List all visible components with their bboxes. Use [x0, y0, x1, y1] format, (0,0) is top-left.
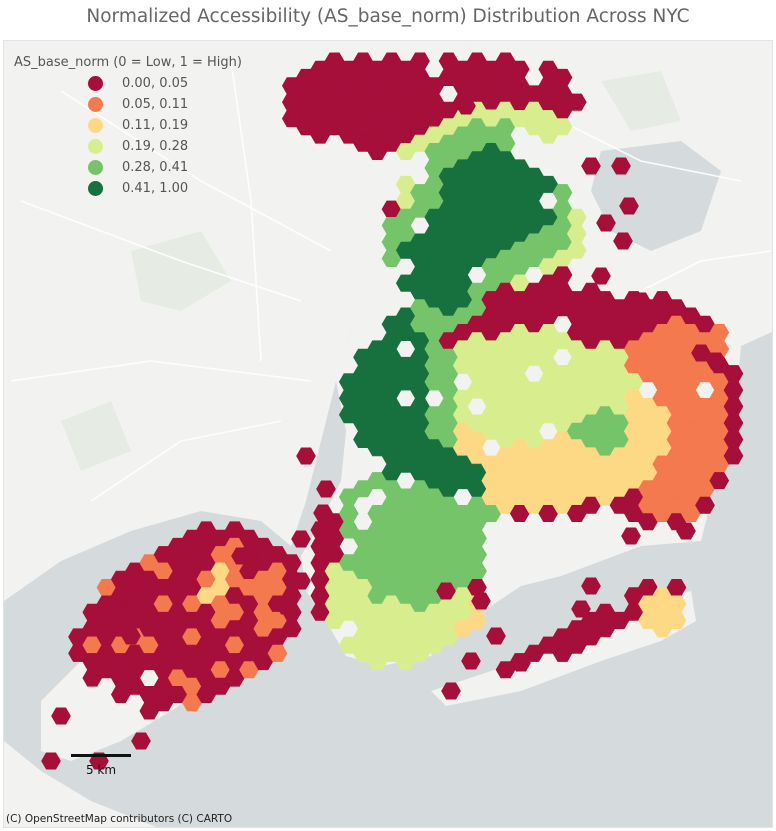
hexbin-cell — [291, 530, 311, 548]
hexbin-cell — [486, 627, 506, 645]
legend-item: 0.11, 0.19 — [14, 115, 242, 136]
legend-label: 0.05, 0.11 — [122, 97, 189, 112]
hexbin-cell — [581, 577, 601, 595]
hexbin-cell — [469, 80, 489, 98]
hexbin-cell — [436, 582, 456, 600]
hexbin-cell — [51, 707, 71, 725]
hexbin-cell — [41, 752, 61, 770]
hexbin-cell — [267, 644, 288, 662]
park-3 — [61, 401, 131, 471]
hexbin-cell — [121, 627, 141, 645]
legend-swatch — [88, 76, 103, 91]
hexbin-layer — [41, 52, 744, 770]
hexbin-cell — [231, 547, 251, 565]
hexbin-cell — [591, 267, 611, 285]
legend-item: 0.05, 0.11 — [14, 94, 242, 115]
hexbin-cell — [511, 654, 531, 672]
hexbin-cell — [131, 732, 151, 750]
hexbin-cell — [552, 118, 573, 136]
hexbin-cell — [461, 652, 481, 670]
hexbin-cell — [611, 157, 631, 175]
legend-title: AS_base_norm (0 = Low, 1 = High) — [14, 55, 242, 70]
legend-label: 0.28, 0.41 — [122, 160, 189, 175]
legend-item: 0.28, 0.41 — [14, 157, 242, 178]
legend-item: 0.41, 1.00 — [14, 178, 242, 199]
hexbin-cell — [631, 292, 651, 310]
hexbin-cell — [695, 496, 715, 514]
hexbin-cell — [313, 504, 333, 522]
nyc-map[interactable] — [3, 40, 773, 828]
legend-swatch — [88, 118, 103, 133]
legend-label: 0.19, 0.28 — [122, 139, 189, 154]
hexbin-cell — [471, 592, 491, 610]
hexbin-cell — [676, 522, 696, 540]
hexbin-cell — [709, 472, 730, 490]
map-attribution: (C) OpenStreetMap contributors (C) CARTO — [6, 813, 233, 825]
hexbin-cell — [456, 97, 476, 115]
hexbin-cell — [571, 600, 591, 618]
hexbin-cell — [706, 352, 726, 370]
hexbin-cell — [481, 92, 501, 110]
legend-item: 0.19, 0.28 — [14, 136, 242, 157]
map-legend: AS_base_norm (0 = Low, 1 = High) 0.00, 0… — [14, 52, 242, 199]
hexbin-cell — [296, 447, 316, 465]
legend-label: 0.41, 1.00 — [122, 181, 189, 196]
scale-bar-label: 5 km — [85, 763, 117, 777]
hexbin-cell — [467, 611, 487, 630]
hexbin-cell — [281, 620, 302, 638]
hexbin-cell — [291, 572, 311, 590]
map-canvas — [4, 41, 772, 827]
park-2 — [601, 71, 681, 131]
hexbin-cell — [691, 344, 711, 362]
hexbin-cell — [613, 232, 633, 250]
legend-swatch — [88, 181, 103, 196]
map-title: Normalized Accessibility (AS_base_norm) … — [86, 6, 690, 27]
hexbin-cell — [723, 447, 744, 465]
land-nj-south — [4, 741, 156, 827]
legend-swatch — [88, 139, 103, 154]
hexbin-cell — [621, 527, 641, 545]
hexbin-cell — [566, 241, 587, 259]
legend-swatch — [88, 97, 103, 112]
legend-swatch — [88, 160, 103, 175]
legend-label: 0.11, 0.19 — [122, 118, 189, 133]
scale-bar-line — [71, 754, 131, 757]
hexbin-cell — [596, 214, 616, 232]
hexbin-cell — [316, 480, 336, 498]
legend-label: 0.00, 0.05 — [122, 76, 189, 91]
land-new-jersey — [4, 41, 471, 601]
hexbin-cell — [581, 157, 601, 175]
hexbin-cell — [619, 197, 639, 215]
hexbin-cell — [566, 93, 587, 111]
hexbin-cell — [666, 611, 687, 630]
hexbin-cell — [441, 682, 461, 700]
hexbin-cell — [276, 597, 296, 615]
scale-bar: 5 km — [71, 754, 131, 777]
legend-item: 0.00, 0.05 — [14, 73, 242, 94]
